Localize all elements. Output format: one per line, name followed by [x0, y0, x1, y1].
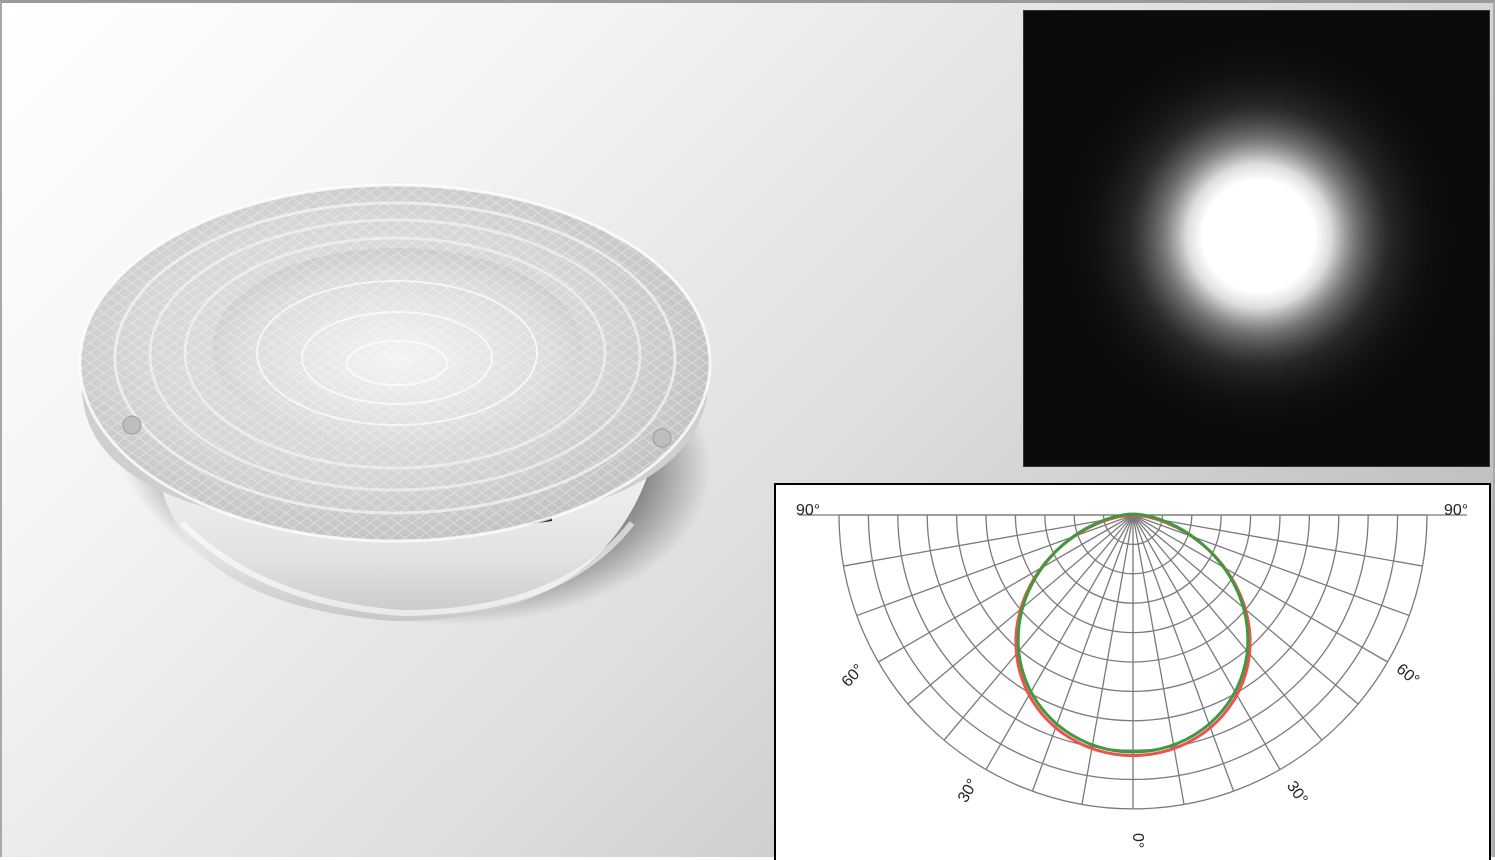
polar-spoke [1132, 514, 1235, 792]
polar-spoke [1132, 514, 1185, 805]
polar-spoke [878, 514, 1134, 663]
polar-spoke [1132, 514, 1423, 567]
polar-spoke [1132, 514, 1388, 663]
polar-spoke [1031, 514, 1134, 792]
angle-label-30-right: 30° [1283, 778, 1311, 808]
polar-spoke [1132, 514, 1323, 741]
angle-label-0: 0° [1129, 833, 1146, 848]
angle-label-90-right: 90° [1444, 502, 1468, 519]
polar-distribution-diagram: 90° 90° 60° 60° 30° 30° 0° [774, 483, 1491, 860]
angle-label-90-left: 90° [796, 502, 820, 519]
polar-spoke [1132, 514, 1281, 770]
polar-spoke [843, 514, 1134, 567]
polar-spoke [1132, 514, 1410, 617]
intensity-curve-c90 [1016, 512, 1250, 754]
polar-spoke [1081, 514, 1134, 805]
beam-spot-image [1023, 10, 1490, 467]
angle-label-60-right: 60° [1393, 661, 1422, 690]
polar-spoke [985, 514, 1134, 770]
polar-grid [799, 514, 1467, 810]
lens-product-image [78, 183, 712, 625]
angle-label-60-left: 60° [839, 661, 868, 690]
angle-label-30-left: 30° [955, 776, 982, 805]
polar-spoke [943, 514, 1134, 741]
polar-spoke [856, 514, 1134, 617]
polar-curves [1014, 512, 1252, 758]
